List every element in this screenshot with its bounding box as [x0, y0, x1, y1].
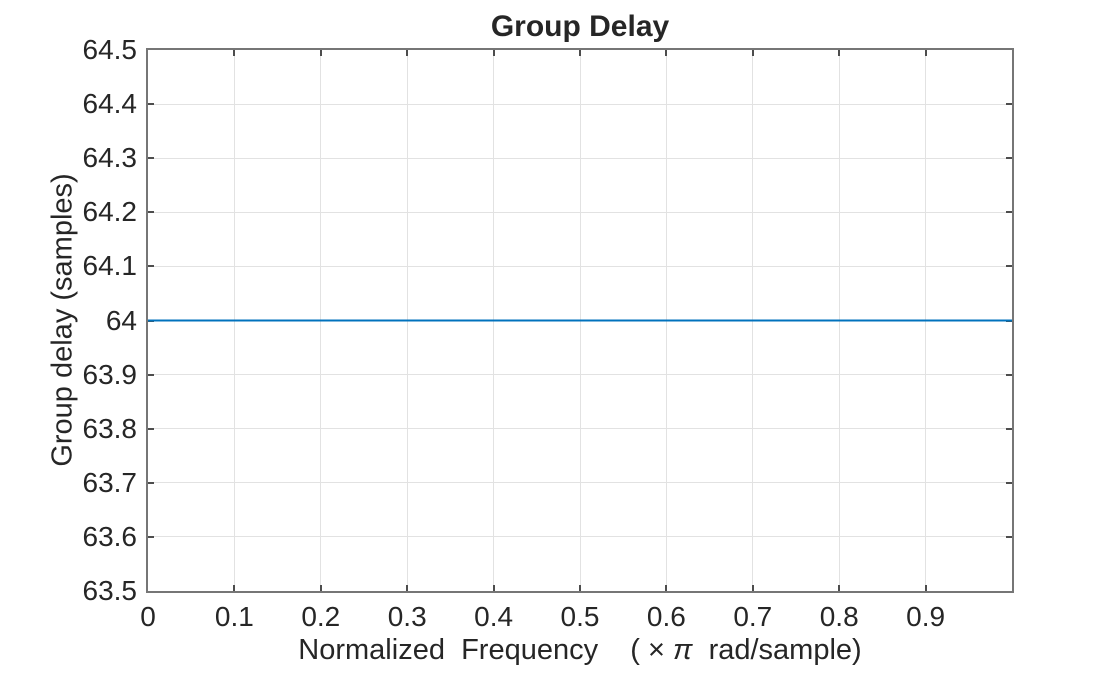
y-tick-mark [148, 211, 154, 214]
y-gridline [148, 536, 1012, 538]
y-gridline [148, 482, 1012, 484]
y-tick-mark [1006, 265, 1012, 268]
y-gridline [148, 103, 1012, 105]
y-tick-label: 64.1 [82, 250, 138, 282]
y-tick-mark [148, 427, 154, 430]
y-tick-mark [1006, 481, 1012, 484]
y-tick-label: 63.9 [82, 358, 138, 390]
x-axis-label-pre: Normalized Frequency ( × [298, 634, 674, 666]
x-tick-mark [492, 50, 495, 56]
plot-area [146, 48, 1014, 593]
y-tick-label: 63.7 [82, 466, 138, 498]
chart-title: Group Delay [490, 10, 670, 43]
x-axis-label: Normalized Frequency ( × π rad/sample) [146, 634, 1014, 667]
y-tick-mark [1006, 535, 1012, 538]
x-tick-mark [579, 585, 581, 591]
y-gridline [148, 428, 1012, 430]
x-tick-mark [233, 585, 236, 591]
x-tick-mark [579, 50, 581, 56]
y-tick-mark [148, 535, 154, 538]
y-gridline [148, 265, 1012, 267]
y-tick-label: 64.2 [82, 196, 138, 228]
x-tick-mark [319, 585, 322, 591]
x-tick-mark [751, 50, 754, 56]
y-tick-mark [1006, 373, 1012, 376]
x-tick-mark [406, 50, 409, 56]
y-tick-mark [1006, 157, 1012, 160]
x-tick-mark [319, 50, 322, 56]
x-tick-mark [233, 50, 236, 56]
y-tick-mark [148, 265, 154, 268]
y-tick-label: 63.8 [82, 412, 138, 444]
y-tick-label: 64.3 [82, 142, 138, 174]
x-tick-mark [492, 585, 495, 591]
y-tick-mark [1006, 427, 1012, 430]
x-tick-mark [665, 50, 668, 56]
x-tick-label: 0.5 [560, 601, 600, 632]
y-tick-label: 63.6 [82, 520, 138, 552]
x-tick-label: 0 [140, 601, 156, 632]
y-tick-mark [148, 103, 154, 106]
pi-symbol: π [673, 634, 693, 666]
x-tick-mark [838, 50, 841, 56]
x-tick-mark [751, 585, 754, 591]
y-tick-label: 64.4 [82, 88, 138, 120]
x-tick-label: 0.7 [733, 601, 773, 632]
x-tick-label: 0.8 [819, 601, 859, 632]
x-tick-label: 0.2 [301, 601, 341, 632]
y-tick-mark [148, 157, 154, 160]
x-tick-label: 0.6 [646, 601, 686, 632]
y-tick-mark [148, 481, 154, 484]
y-gridline [148, 211, 1012, 213]
x-tick-label: 0.9 [906, 601, 946, 632]
y-tick-label: 63.5 [82, 575, 138, 606]
y-tick-mark [148, 373, 154, 376]
y-tick-label: 64.5 [82, 34, 138, 65]
x-tick-label: 0.4 [474, 601, 514, 632]
x-tick-mark [406, 585, 409, 591]
x-tick-mark [665, 585, 668, 591]
x-tick-label: 0.3 [387, 601, 427, 632]
y-tick-mark [1006, 211, 1012, 214]
x-axis-label-post: rad/sample) [692, 634, 862, 666]
y-tick-mark [1006, 103, 1012, 106]
y-tick-label: 64 [105, 304, 137, 336]
x-tick-mark [924, 585, 927, 591]
series-layer [148, 319, 1012, 322]
y-gridline [148, 157, 1012, 159]
x-tick-label: 0.1 [214, 601, 254, 632]
x-tick-mark [838, 585, 841, 591]
x-tick-mark [924, 50, 927, 56]
y-gridline [148, 374, 1012, 376]
